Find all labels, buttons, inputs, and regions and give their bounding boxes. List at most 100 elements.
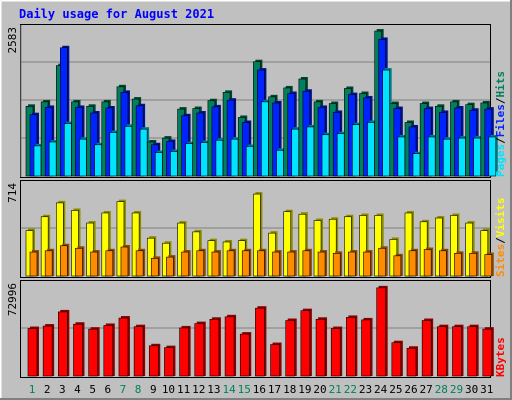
legend-sites: Sites xyxy=(494,244,507,277)
bar-pages-day-29-face xyxy=(458,137,466,177)
legend-visits: Visits xyxy=(494,198,507,238)
bar-sites-day-15 xyxy=(241,248,252,277)
bar-pages-day-11-face xyxy=(185,143,193,177)
bar-visits-day-2 xyxy=(40,214,51,277)
bar-pages-day-12-face xyxy=(200,142,209,177)
x-axis-labels: 1 2 3 4 5 6 7 8 9 10 11 12 13 14 15 16 17 18 19 20 21 22 23 24 2… xyxy=(29,383,494,396)
bar-kbytes-day-12 xyxy=(194,321,206,377)
bar-pages-day-24-face xyxy=(382,69,390,177)
x-tick-label-day-15: 15 xyxy=(238,383,251,396)
bar-sites-day-7-face xyxy=(120,246,129,277)
x-tick-label-day-12: 12 xyxy=(192,383,205,396)
bar-pages-day-5-face xyxy=(94,144,102,177)
bar-files-day-17-face xyxy=(272,102,280,177)
x-tick-label-day-6: 6 xyxy=(104,383,111,396)
x-tick-label-day-8: 8 xyxy=(135,383,142,396)
bar-kbytes-day-22 xyxy=(346,315,358,377)
bar-sites-day-17-face xyxy=(272,251,280,277)
bar-kbytes-day-24 xyxy=(376,285,388,377)
x-tick-label-day-31: 31 xyxy=(480,383,493,396)
bar-sites-day-4-face xyxy=(75,247,83,277)
bar-pages-day-4-face xyxy=(79,138,87,177)
bar-visits-day-2-face xyxy=(40,216,49,277)
x-tick-label-day-4: 4 xyxy=(74,383,81,396)
panel-visits-sites: 714 xyxy=(6,180,494,278)
x-tick-label-day-10: 10 xyxy=(162,383,175,396)
bar-sites-day-3 xyxy=(60,243,70,277)
bar-pages-day-27-face xyxy=(427,136,436,177)
bar-pages-day-15-face xyxy=(245,146,254,177)
bar-sites-day-22-face xyxy=(348,251,356,277)
bar-kbytes-day-31-face xyxy=(482,328,493,377)
bar-sites-day-1-face xyxy=(29,251,38,277)
bar-sites-day-17 xyxy=(272,250,282,277)
bar-kbytes-day-28 xyxy=(437,324,449,377)
bar-sites-day-20 xyxy=(317,250,328,277)
x-tick-label-day-22: 22 xyxy=(344,383,357,396)
bar-kbytes-day-18 xyxy=(285,318,297,377)
bar-pages-day-1-face xyxy=(33,145,42,177)
bar-kbytes-day-21-face xyxy=(330,328,341,377)
panel-2-ymax-label: 714 xyxy=(6,183,19,203)
bar-sites-day-2-face xyxy=(44,250,53,277)
bar-sites-day-31 xyxy=(484,252,494,277)
bar-sites-day-26 xyxy=(408,248,418,277)
bar-kbytes-day-6 xyxy=(103,323,115,377)
bar-sites-day-4 xyxy=(75,246,85,277)
bar-kbytes-day-10 xyxy=(164,345,176,377)
legend-sep-3: / xyxy=(494,237,507,244)
bar-visits-day-16 xyxy=(253,192,263,277)
bar-kbytes-day-5-face xyxy=(88,328,98,377)
bar-visits-day-7-face xyxy=(116,201,125,277)
bar-files-day-3-face xyxy=(60,47,68,177)
bar-kbytes-day-2-face xyxy=(42,325,53,377)
x-tick-label-day-21: 21 xyxy=(329,383,342,396)
bar-kbytes-day-14 xyxy=(224,314,237,377)
bar-sites-day-15-face xyxy=(241,250,250,277)
bar-kbytes-day-5 xyxy=(88,327,100,377)
x-tick-label-day-7: 7 xyxy=(120,383,127,396)
bar-visits-day-26 xyxy=(404,210,414,277)
x-tick-label-day-14: 14 xyxy=(222,383,236,396)
bar-visits-day-20 xyxy=(313,218,324,277)
legend-hits: Hits xyxy=(494,71,507,98)
bar-sites-day-3-face xyxy=(60,245,68,277)
bar-kbytes-day-11-face xyxy=(179,327,189,377)
bar-visits-day-24-face xyxy=(374,215,382,277)
bar-pages-day-31-face xyxy=(488,136,497,177)
bar-sites-day-6 xyxy=(105,248,115,277)
bar-pages-day-20-face xyxy=(321,134,330,177)
bar-kbytes-day-25 xyxy=(391,340,403,377)
bar-visits-day-8-face xyxy=(131,212,140,277)
bar-kbytes-day-17-face xyxy=(270,344,280,377)
bar-sites-day-30 xyxy=(469,251,479,277)
bar-sites-day-28 xyxy=(439,248,449,277)
bar-sites-day-5-face xyxy=(90,251,98,277)
bar-visits-day-18 xyxy=(283,209,293,277)
x-tick-label-day-28: 28 xyxy=(435,383,448,396)
panel-2-bars xyxy=(25,192,494,277)
bar-pages-day-23-face xyxy=(367,122,375,177)
bar-kbytes-day-4 xyxy=(73,322,85,377)
bar-sites-day-11-face xyxy=(181,251,189,277)
legend-kbytes: KBytes xyxy=(494,337,507,377)
bar-kbytes-day-3 xyxy=(58,309,70,377)
bar-kbytes-day-9 xyxy=(148,343,161,377)
bar-sites-day-5 xyxy=(90,250,100,277)
bar-visits-day-29-face xyxy=(450,215,458,277)
bar-visits-day-11 xyxy=(177,221,187,277)
bar-sites-day-27 xyxy=(423,247,434,277)
bar-sites-day-13-face xyxy=(211,251,220,277)
bar-kbytes-day-7 xyxy=(118,316,130,377)
bar-sites-day-20-face xyxy=(317,251,326,277)
bar-visits-day-7 xyxy=(116,199,126,277)
bar-pages-day-13-face xyxy=(215,140,224,177)
bar-sites-day-29 xyxy=(454,251,464,277)
bar-visits-day-4 xyxy=(71,208,81,277)
bar-kbytes-day-11 xyxy=(179,325,191,377)
bar-kbytes-day-16 xyxy=(255,306,267,377)
panel-kbytes: 72996 xyxy=(6,280,494,378)
bar-kbytes-day-15 xyxy=(239,332,252,377)
bar-kbytes-day-22-face xyxy=(346,317,356,377)
